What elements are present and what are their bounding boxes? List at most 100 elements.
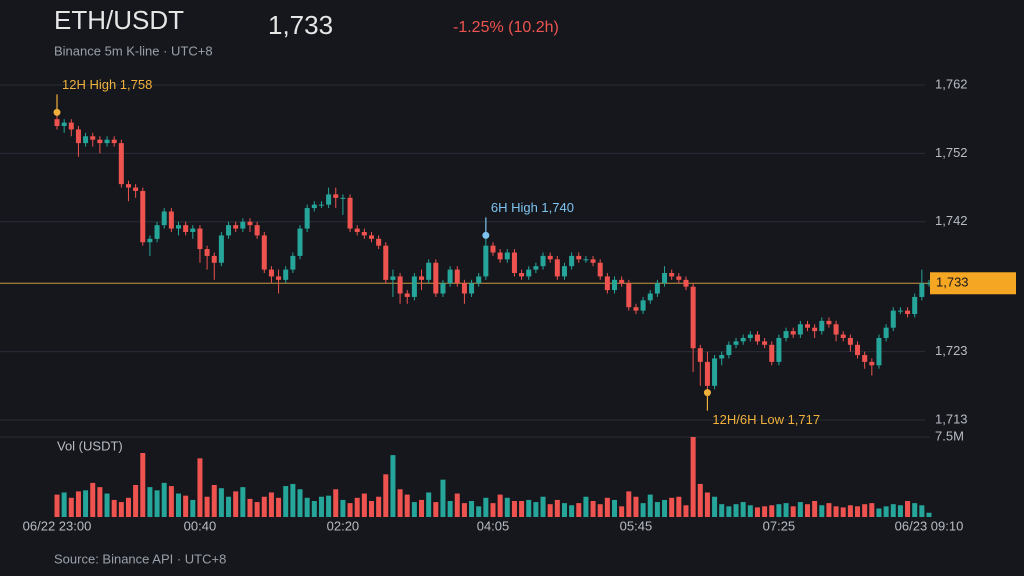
volume-bar (304, 497, 310, 517)
volume-bar (890, 504, 896, 517)
candle-body (926, 283, 932, 285)
volume-bar (354, 497, 360, 517)
volume-bar (133, 485, 139, 517)
volume-bar (404, 494, 410, 517)
volume-bar (190, 499, 196, 517)
candle-body (233, 225, 239, 229)
volume-bar (340, 499, 346, 517)
candle-body (912, 296, 918, 315)
volume-bar (583, 496, 589, 517)
candle-body (311, 204, 317, 209)
volume-bar (90, 482, 96, 517)
candle-body (511, 252, 517, 274)
candle-body (712, 358, 718, 386)
candle-body (876, 337, 882, 366)
volume-bar (619, 506, 625, 517)
candle-body (390, 276, 396, 280)
volume-bar (905, 501, 911, 517)
volume-bar (733, 504, 739, 517)
candle-body (111, 139, 117, 144)
candle-body (411, 276, 417, 297)
candle-body (454, 269, 460, 284)
volume-bar (197, 458, 203, 517)
candle-body (290, 255, 296, 270)
candle-body (261, 235, 267, 270)
volume-bar (97, 487, 103, 517)
price-change: -1.25% (10.2h) (453, 19, 559, 36)
volume-bar (397, 489, 403, 517)
candle-body (554, 259, 560, 277)
candle-body (583, 259, 589, 261)
candle-body (118, 143, 124, 185)
volume-bar (147, 487, 153, 517)
candle-body (433, 262, 439, 294)
volume-bar (68, 497, 74, 517)
volume-bar (433, 502, 439, 517)
volume-bar (612, 499, 618, 517)
volume-bar (311, 501, 317, 517)
volume-bar (597, 504, 603, 517)
volume-bar (704, 492, 710, 517)
candle-body (919, 283, 925, 297)
volume-bar (855, 506, 861, 517)
volume-bar (840, 507, 846, 517)
candle-body (183, 225, 189, 232)
candle-body (354, 228, 360, 232)
subtitle: Binance 5m K-line · UTC+8 (54, 43, 213, 58)
annotation-label: 6H High 1,740 (491, 200, 574, 215)
volume-bar (118, 502, 124, 517)
volume-label: Vol (USDT) (57, 438, 123, 453)
candle-body (790, 331, 796, 335)
volume-bar (776, 504, 782, 517)
y-tick-label: 1,713 (935, 411, 968, 426)
candle-body (540, 255, 546, 267)
candle-body (697, 348, 703, 362)
candle-body (140, 190, 146, 243)
candle-body (490, 245, 496, 253)
volume-bar (283, 486, 289, 517)
candle-body (247, 221, 253, 226)
candle-body (147, 238, 153, 243)
volume-bar (897, 505, 903, 517)
candle-body (161, 211, 167, 226)
candle-body (847, 337, 853, 345)
candle-body (855, 344, 861, 356)
candle-body (197, 228, 203, 250)
volume-bar (504, 497, 510, 517)
candle-body (218, 235, 224, 263)
candle-body (361, 231, 367, 236)
volume-bar (383, 474, 389, 517)
candle-body (883, 327, 889, 338)
candle-body (154, 225, 160, 239)
y-tick-label: 1,742 (935, 213, 968, 228)
candle-body (740, 337, 746, 342)
candle-body (333, 194, 339, 198)
volume-bar (261, 496, 267, 517)
volume-bar (640, 503, 646, 517)
candle-body (304, 208, 310, 229)
volume-bar (747, 505, 753, 517)
x-tick-label: 06/23 09:10 (895, 518, 964, 533)
volume-bar (290, 483, 296, 517)
candle-body (833, 324, 839, 335)
candle-body (61, 122, 67, 127)
candle-body (83, 136, 89, 144)
candle-body (576, 255, 582, 260)
candle-body (340, 197, 346, 199)
volume-bar (476, 506, 482, 517)
candle-body (683, 279, 689, 287)
volume-bar (912, 503, 918, 517)
volume-bar (240, 487, 246, 517)
x-tick-label: 00:40 (184, 518, 217, 533)
volume-bar (183, 495, 189, 517)
volume-bar (361, 493, 367, 517)
candle-body (226, 225, 232, 236)
volume-bar (519, 501, 525, 517)
volume-bar (276, 497, 282, 517)
candle-body (726, 344, 732, 356)
volume-bar (497, 494, 503, 517)
candle-body (612, 279, 618, 291)
candle-body (397, 276, 403, 294)
